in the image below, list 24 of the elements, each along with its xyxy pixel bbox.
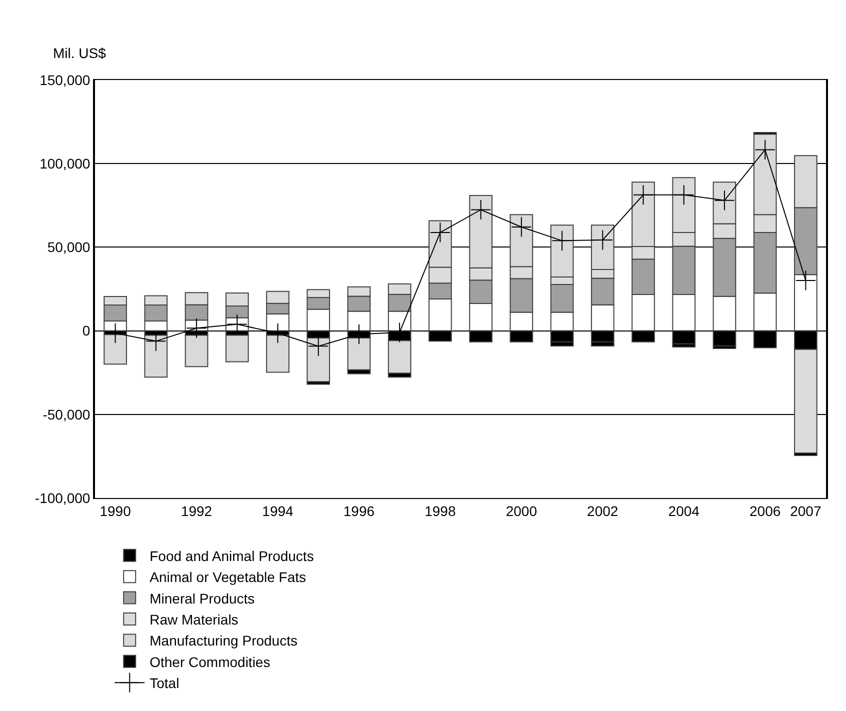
legend-label: Total <box>150 675 180 692</box>
x-tick-label: 1998 <box>424 502 456 519</box>
legend-label: Animal or Vegetable Fats <box>150 569 306 586</box>
legend-label: Manufacturing Products <box>150 632 298 649</box>
y-tick-label: -50,000 <box>42 406 90 422</box>
legend-label: Mineral Products <box>150 590 255 606</box>
legend-label: Food and Animal Products <box>150 548 314 564</box>
x-tick-label: 1996 <box>343 502 375 519</box>
legend-label: Other Commodities <box>150 654 270 670</box>
y-axis-title: Mil. US$ <box>53 45 106 61</box>
legend-label: Raw Materials <box>150 611 238 628</box>
x-tick-label: 1992 <box>180 502 212 519</box>
x-tick-label: 1990 <box>100 502 132 519</box>
x-tick-label: 2000 <box>506 502 538 519</box>
x-tick-label: 2004 <box>668 502 700 519</box>
x-tick-label: 2006 <box>750 502 781 519</box>
y-tick-label: -100,000 <box>34 490 90 506</box>
x-tick-label: 1994 <box>262 502 294 519</box>
x-tick-label: 2002 <box>587 502 618 519</box>
y-tick-label: 0 <box>82 322 90 339</box>
y-tick-label: 100,000 <box>40 156 90 172</box>
y-tick-label: 150,000 <box>40 72 90 88</box>
x-tick-label: 2007 <box>790 502 822 519</box>
y-tick-label: 50,000 <box>47 239 90 256</box>
